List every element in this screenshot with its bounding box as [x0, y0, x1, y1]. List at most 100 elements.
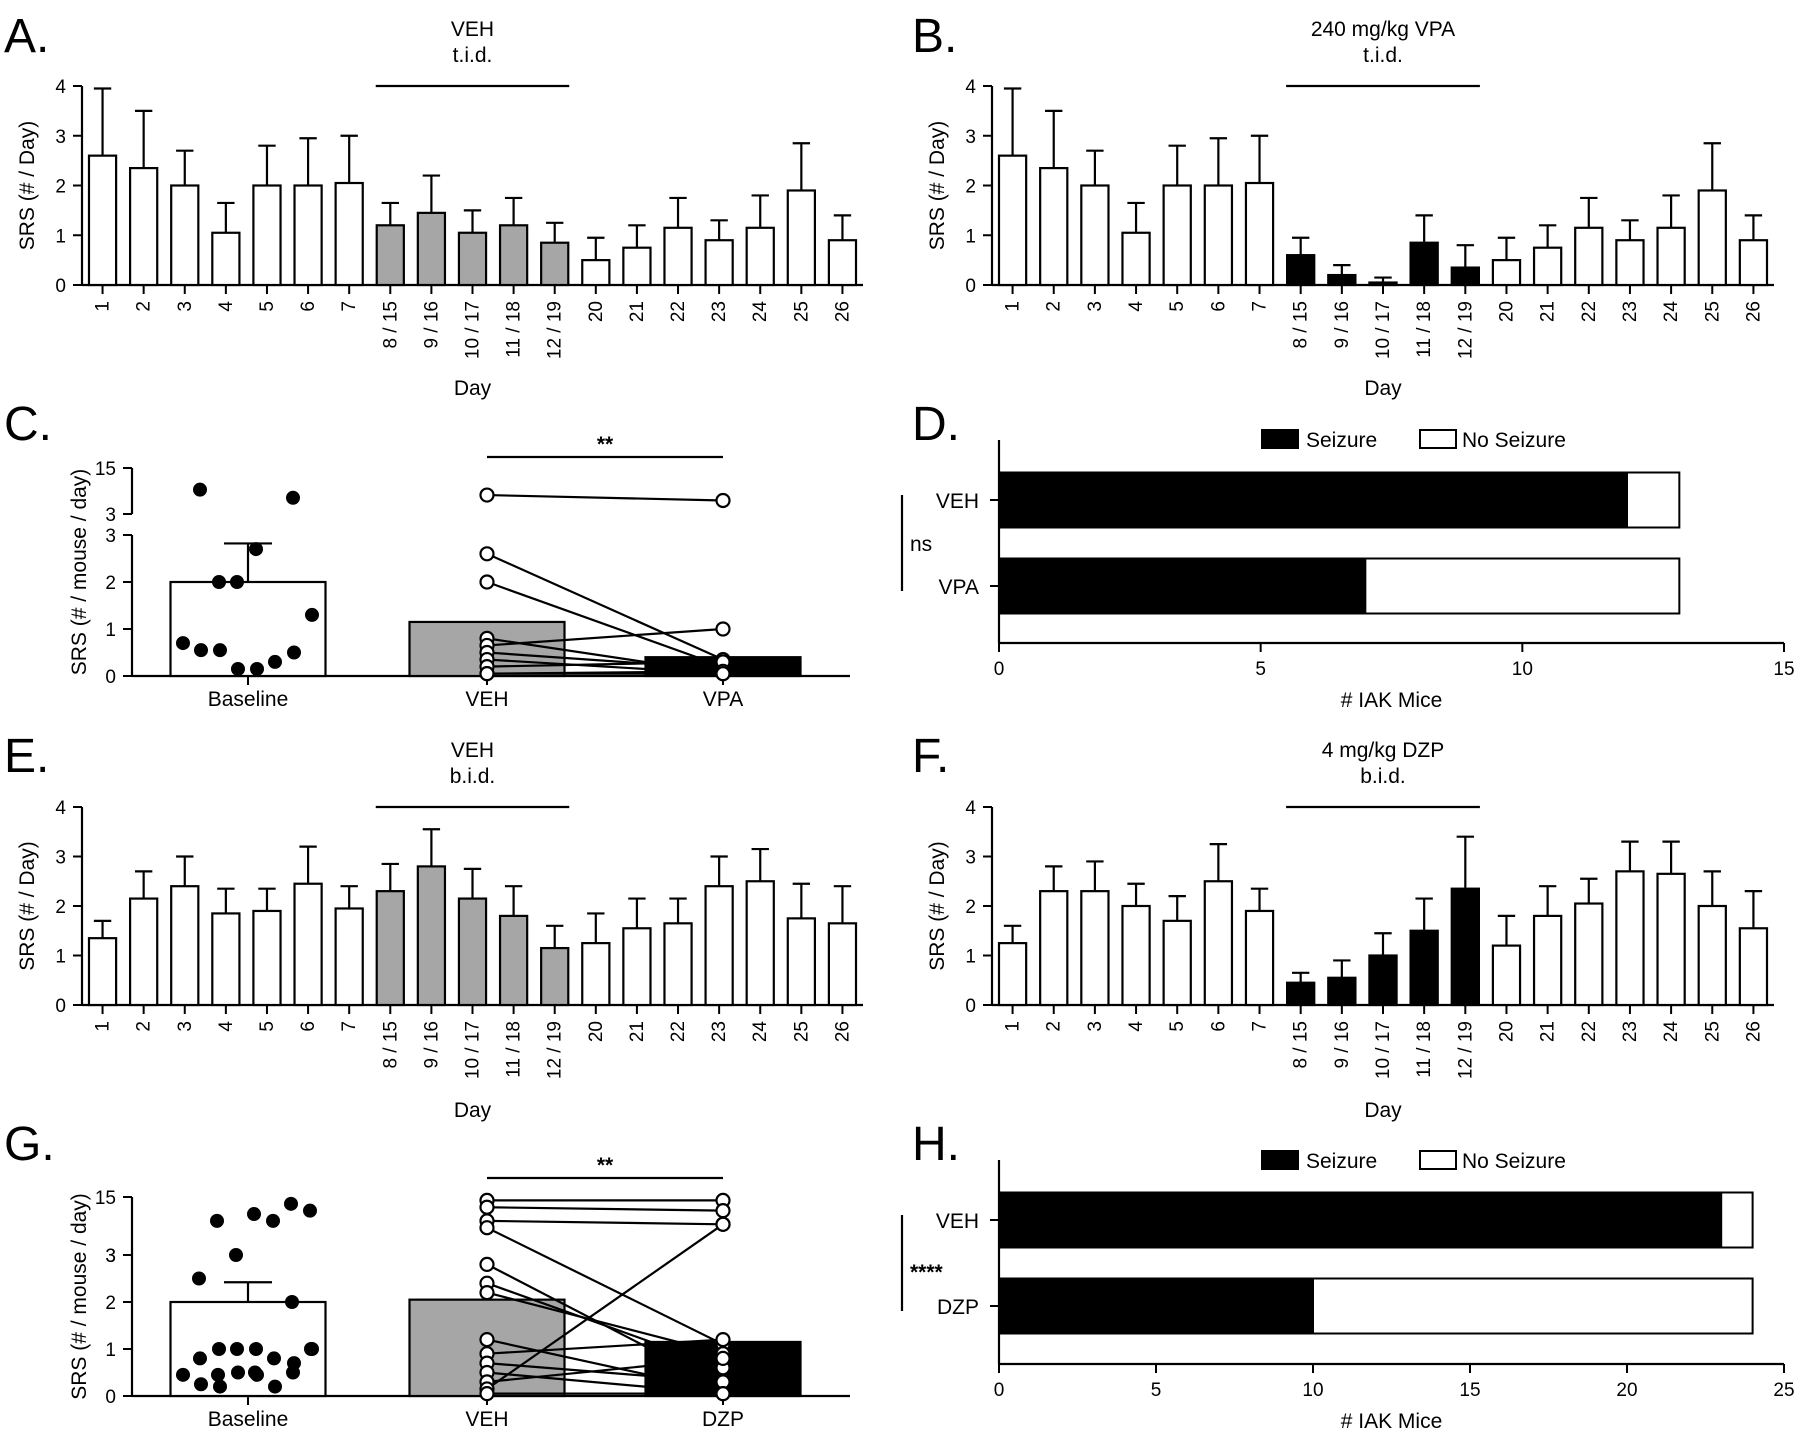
bar-B-6: [1244, 181, 1275, 287]
x-tick-label-B-16: 24: [1661, 301, 1682, 323]
x-tick-label-A-13: 21: [627, 301, 648, 322]
x-tick-label-B-14: 22: [1579, 301, 1600, 322]
x-tick-label-A-2: 3: [175, 301, 196, 312]
y-tick-label-A: 3: [55, 127, 66, 148]
y-tick-label-F: 4: [965, 798, 976, 819]
x-tick-label-F-5: 6: [1208, 1021, 1229, 1032]
x-tick-label-D: 0: [994, 659, 1005, 680]
x-tick-label-A-6: 7: [339, 301, 360, 312]
pair-line-C: [486, 660, 724, 668]
bar-F-17: [1697, 904, 1727, 1007]
y-tick-label-E: 1: [55, 947, 66, 968]
bar-B-9: [1368, 281, 1398, 287]
baseline-point-G: [213, 1379, 227, 1394]
bar-E-13: [622, 927, 652, 1007]
bar-A-13: [622, 246, 652, 287]
veh-point-G: [479, 1331, 495, 1348]
panel-label-A: A.: [4, 10, 49, 63]
x-tick-label-E-10: 11 / 18: [504, 1021, 525, 1078]
bar-A-10: [498, 224, 529, 287]
x-tick-label-A-5: 6: [298, 301, 319, 312]
bar-F-11: [1450, 887, 1480, 1007]
legend-swatch-no-seizure-H: [1419, 1150, 1457, 1170]
bar-F-6: [1244, 909, 1275, 1007]
baseline-point-G: [268, 1379, 282, 1394]
drug-point-C: [715, 621, 731, 637]
x-tick-label-A-0: 1: [93, 301, 114, 312]
baseline-point-G: [193, 1351, 207, 1366]
bar-B-1: [1039, 166, 1069, 287]
x-tick-label-B-6: 7: [1250, 301, 1271, 312]
pair-line-G: [486, 1291, 724, 1355]
x-tick-label-A-9: 10 / 17: [463, 301, 484, 359]
x-tick-label-A-1: 2: [134, 301, 155, 312]
bar-A-6: [334, 181, 364, 287]
baseline-point-G: [194, 1377, 208, 1392]
baseline-point-G: [211, 1367, 225, 1382]
x-tick-label-A-11: 12 / 19: [545, 301, 566, 359]
x-tick-label-B-4: 5: [1167, 301, 1188, 312]
x-tick-label-B-8: 9 / 16: [1332, 301, 1353, 349]
y-tick-label-G: 3: [105, 1246, 116, 1267]
significance-label-H: ****: [910, 1261, 944, 1284]
x-axis-label-B: Day: [1364, 377, 1402, 400]
treatment-label-B: 240 mg/kg VPA: [1311, 18, 1455, 41]
x-axis-label-A: Day: [454, 377, 492, 400]
bar-E-15: [704, 885, 734, 1007]
bar-B-0: [997, 154, 1028, 287]
y-tick-label-F: 1: [965, 947, 976, 968]
bar-A-9: [457, 231, 488, 287]
y-tick-label-F: 2: [965, 897, 976, 918]
x-tick-label-E-12: 20: [586, 1021, 607, 1042]
pair-line-C: [486, 627, 724, 647]
bar-E-8: [416, 865, 447, 1007]
bar-seizure-D-1: [998, 557, 1367, 615]
drug-point-G: [715, 1216, 731, 1232]
bar-no-seizure-H-1: [1312, 1277, 1754, 1335]
x-axis-label-E: Day: [454, 1099, 492, 1122]
bar-A-18: [827, 239, 858, 287]
drug-point-G: [715, 1203, 731, 1219]
bar-F-14: [1574, 902, 1604, 1007]
bar-A-4: [252, 184, 282, 287]
bar-E-5: [293, 882, 323, 1007]
baseline-point-G: [285, 1295, 299, 1309]
baseline-point-G: [286, 1365, 300, 1380]
bar-A-16: [745, 226, 775, 287]
baseline-point-G: [230, 1342, 244, 1356]
pair-line-G: [486, 1371, 724, 1395]
x-tick-label-C-0: Baseline: [208, 688, 289, 711]
x-tick-label-B-5: 6: [1208, 301, 1229, 312]
bar-E-18: [827, 922, 858, 1007]
bar-E-10: [498, 914, 529, 1007]
y-axis-label-C: SRS (# / mouse / day): [68, 469, 91, 676]
baseline-point-C: [176, 636, 190, 651]
x-tick-label-F-6: 7: [1250, 1021, 1271, 1032]
x-tick-label-B-10: 11 / 18: [1414, 301, 1435, 358]
x-tick-label-A-4: 5: [257, 301, 278, 312]
bar-F-2: [1080, 890, 1110, 1007]
pair-line-G: [486, 1206, 724, 1212]
bar-seizure-H-1: [998, 1277, 1314, 1335]
x-tick-label-E-2: 3: [175, 1021, 196, 1032]
bar-E-17: [786, 917, 817, 1007]
x-tick-label-F-9: 10 / 17: [1373, 1021, 1394, 1079]
bar-E-3: [211, 912, 241, 1007]
x-tick-label-F-10: 11 / 18: [1414, 1021, 1435, 1078]
x-tick-label-A-3: 4: [216, 301, 237, 312]
x-tick-label-E-0: 1: [93, 1021, 114, 1032]
x-tick-label-D: 15: [1773, 659, 1794, 680]
baseline-point-G: [192, 1271, 206, 1286]
x-tick-label-A-17: 25: [791, 301, 812, 322]
x-tick-label-E-18: 26: [832, 1021, 853, 1042]
x-tick-label-F-12: 20: [1496, 1021, 1517, 1042]
veh-point-G: [479, 1284, 495, 1301]
pair-line-G: [486, 1282, 724, 1369]
baseline-point-G: [248, 1365, 262, 1380]
bar-E-6: [334, 907, 364, 1007]
bar-B-16: [1656, 226, 1686, 287]
x-tick-label-D: 5: [1255, 659, 1266, 680]
x-tick-label-A-14: 22: [668, 301, 689, 322]
baseline-point-G: [229, 1248, 243, 1262]
x-tick-label-B-17: 25: [1702, 301, 1723, 322]
